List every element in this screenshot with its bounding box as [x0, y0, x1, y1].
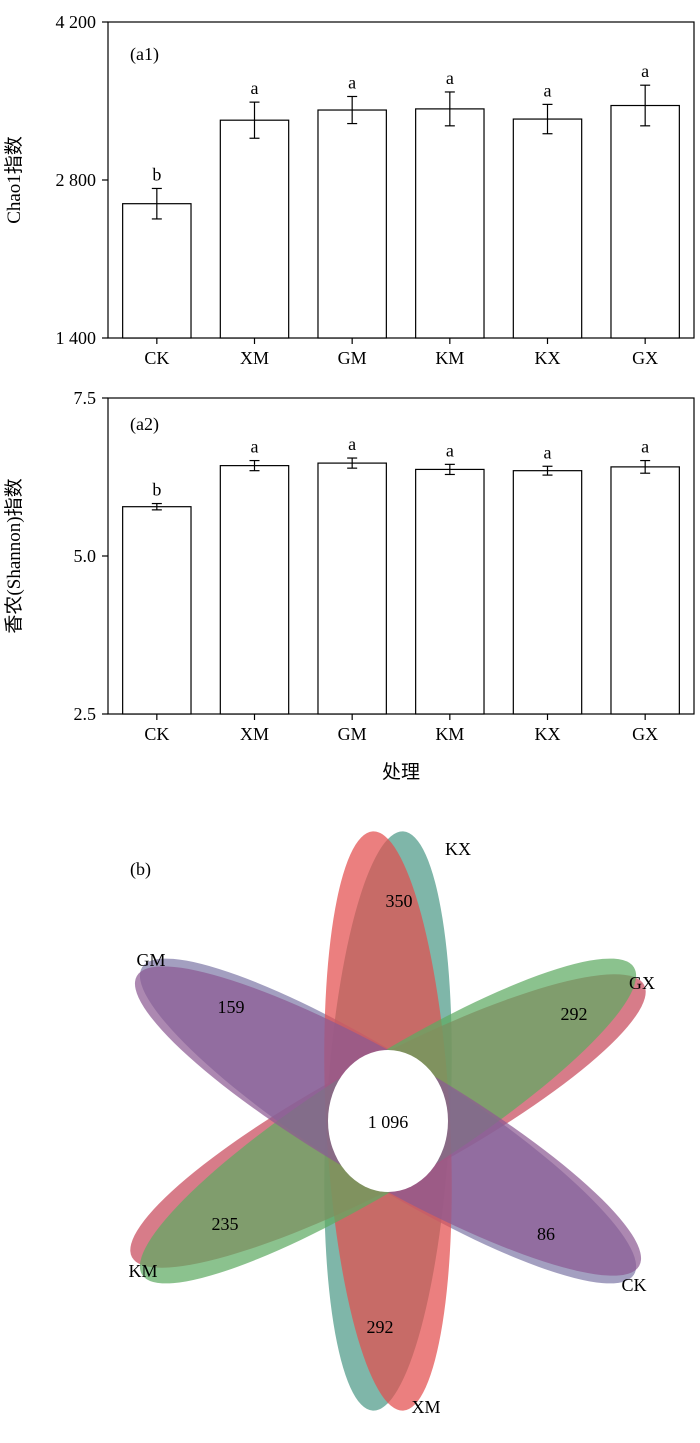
x-tick-label-kx: KX — [535, 348, 561, 368]
significance-letter-gx: a — [641, 61, 649, 81]
bar-xm — [219, 465, 290, 715]
y-tick-label: 2 800 — [56, 170, 97, 190]
x-tick-label-xm: XM — [240, 348, 269, 368]
significance-letter-gx: a — [641, 437, 649, 457]
bar-gx — [610, 466, 680, 715]
venn-set-label-xm: XM — [411, 1397, 440, 1417]
shannon-bar-chart: (a2) 香农(Shannon)指数 处理 2.5 5.0 7.5 b CK a XM a G… — [3, 388, 695, 783]
shannon-plot-frame — [107, 397, 695, 715]
significance-letter-xm: a — [251, 437, 259, 457]
bar-xm — [219, 119, 290, 339]
significance-letter-kx: a — [544, 442, 552, 462]
venn-set-label-kx: KX — [445, 839, 471, 859]
significance-letter-km: a — [446, 68, 454, 88]
x-tick-label-xm: XM — [240, 724, 269, 744]
shannon-panel-label: (a2) — [130, 414, 159, 435]
venn-set-label-km: KM — [128, 1261, 157, 1281]
y-tick-label: 5.0 — [74, 546, 97, 566]
venn-set-label-gx: GX — [629, 973, 655, 993]
venn-unique-gx: 292 — [561, 1004, 588, 1024]
chao1-y-axis-label: Chao1指数 — [3, 136, 25, 224]
venn-center-value: 1 096 — [368, 1112, 409, 1132]
y-tick-label: 1 400 — [56, 328, 97, 348]
venn-set-label-gm: GM — [136, 950, 165, 970]
significance-letter-kx: a — [544, 80, 552, 100]
venn-unique-ck: 86 — [537, 1224, 555, 1244]
significance-letter-ck: b — [152, 480, 161, 500]
x-tick-label-gx: GX — [632, 724, 658, 744]
x-tick-label-ck: CK — [144, 724, 169, 744]
shannon-x-axis-label: 处理 — [382, 761, 420, 783]
x-tick-label-km: KM — [435, 348, 464, 368]
x-tick-label-km: KM — [435, 724, 464, 744]
bar-km — [415, 468, 485, 715]
venn-unique-km: 235 — [212, 1214, 239, 1234]
x-tick-label-gx: GX — [632, 348, 658, 368]
shannon-y-axis-label: 香农(Shannon)指数 — [3, 478, 25, 633]
x-tick-label-gm: GM — [338, 724, 367, 744]
venn-center-circle — [328, 1050, 448, 1192]
venn-unique-gm: 159 — [218, 997, 245, 1017]
x-tick-label-ck: CK — [144, 348, 169, 368]
x-tick-label-kx: KX — [535, 724, 561, 744]
bar-kx — [512, 118, 583, 339]
bar-gm — [317, 109, 387, 339]
bar-ck — [122, 506, 192, 715]
chao1-plot-frame — [107, 21, 695, 339]
significance-letter-gm: a — [348, 72, 356, 92]
significance-letter-km: a — [446, 440, 454, 460]
venn-unique-kx: 350 — [386, 891, 413, 911]
y-tick-label: 2.5 — [74, 704, 97, 724]
venn-diagram: 1 096 (b) 350 KX 292 GX 86 CK 292 XM 235 KM 159 GM — [128, 831, 655, 1417]
bar-gm — [317, 462, 387, 715]
venn-set-label-ck: CK — [621, 1275, 646, 1295]
bar-kx — [512, 470, 583, 715]
venn-unique-xm: 292 — [367, 1317, 394, 1337]
venn-panel-label: (b) — [130, 859, 151, 880]
y-tick-label: 7.5 — [74, 388, 97, 408]
significance-letter-ck: b — [152, 164, 161, 184]
chao1-bar-chart: (a1) Chao1指数 1 400 2 800 4 200 b CK a XM a GM a K… — [3, 12, 695, 368]
significance-letter-xm: a — [251, 78, 259, 98]
y-tick-label: 4 200 — [56, 12, 97, 32]
x-tick-label-gm: GM — [338, 348, 367, 368]
bar-ck — [122, 203, 192, 339]
chao1-panel-label: (a1) — [130, 44, 159, 65]
bar-gx — [610, 104, 680, 339]
bar-km — [415, 108, 485, 339]
significance-letter-gm: a — [348, 434, 356, 454]
